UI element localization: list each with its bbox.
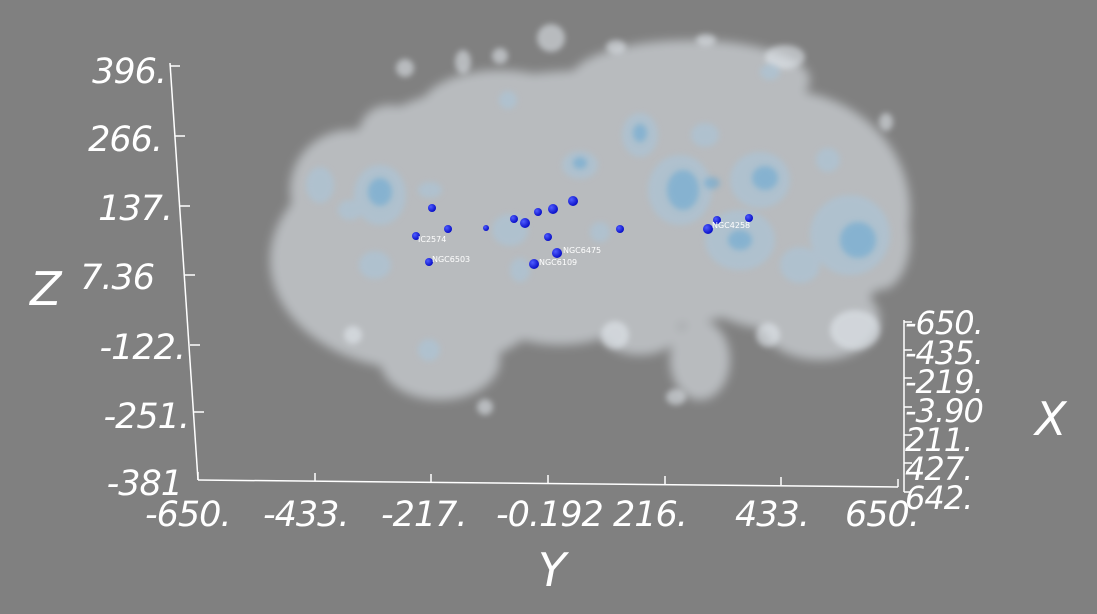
galaxy-marker[interactable] bbox=[745, 214, 753, 222]
galaxy-marker[interactable] bbox=[412, 232, 420, 240]
galaxy-marker[interactable] bbox=[428, 204, 436, 212]
y-axis-title: Y bbox=[538, 543, 567, 597]
galaxy-marker[interactable] bbox=[520, 218, 530, 228]
galaxy-marker[interactable] bbox=[425, 258, 433, 266]
axes-frame bbox=[169, 62, 912, 493]
galaxy-marker[interactable] bbox=[713, 216, 721, 224]
x-tick-label: 211. bbox=[905, 421, 973, 459]
galaxy-marker[interactable] bbox=[444, 225, 452, 233]
galaxy-marker[interactable] bbox=[616, 225, 624, 233]
x-axis-title: X bbox=[1035, 392, 1067, 446]
z-tick-label: 7.36 bbox=[80, 258, 155, 298]
x-tick-label: -435. bbox=[905, 334, 984, 372]
galaxy-marker[interactable] bbox=[548, 204, 558, 214]
z-tick-label: -122. bbox=[99, 328, 186, 368]
z-tick-label: 137. bbox=[98, 189, 173, 229]
y-tick-label: 216. bbox=[613, 495, 688, 535]
galaxy-label: NGC6109 bbox=[539, 258, 578, 267]
x-tick-label: 427. bbox=[905, 450, 973, 488]
z-tick-label: -381 bbox=[106, 464, 183, 504]
z-tick-label: 396. bbox=[92, 52, 167, 92]
x-tick-label: -3.90 bbox=[905, 392, 984, 430]
y-tick-label: 433. bbox=[735, 495, 810, 535]
y-tick-label: -0.192 bbox=[496, 495, 604, 535]
x-tick-label: 642. bbox=[905, 479, 973, 517]
z-axis-line bbox=[169, 62, 199, 481]
x-tick-label: -650. bbox=[905, 304, 984, 342]
z-tick-label: 266. bbox=[88, 120, 163, 160]
galaxy-label: NGC6475 bbox=[563, 246, 602, 255]
galaxy-marker[interactable] bbox=[534, 208, 542, 216]
galaxy-label: NGC6503 bbox=[432, 255, 471, 264]
z-axis-title: Z bbox=[30, 262, 62, 316]
galaxy-marker[interactable] bbox=[544, 233, 552, 241]
z-axis-ticks bbox=[170, 65, 204, 413]
y-axis-line bbox=[197, 479, 899, 488]
x-tick-label: -219. bbox=[905, 363, 984, 401]
x-axis-ticks bbox=[904, 321, 912, 493]
galaxy-marker[interactable] bbox=[552, 248, 562, 258]
y-tick-label: -433. bbox=[263, 495, 350, 535]
galaxy-label: NGC4258 bbox=[712, 221, 751, 230]
galaxy-marker[interactable] bbox=[703, 224, 713, 234]
y-tick-label: -217. bbox=[381, 495, 468, 535]
galaxy-marker[interactable] bbox=[510, 215, 518, 223]
galaxy-marker[interactable] bbox=[529, 259, 539, 269]
y-tick-label: 650. bbox=[845, 495, 920, 535]
galaxy-marker[interactable] bbox=[568, 196, 578, 206]
z-tick-label: -251. bbox=[103, 397, 190, 437]
galaxy-marker[interactable] bbox=[483, 225, 489, 231]
galaxy-label: IC2574 bbox=[418, 235, 447, 244]
inner-density-core bbox=[368, 124, 876, 258]
outlying-blobs bbox=[344, 24, 893, 415]
y-axis-ticks bbox=[197, 472, 899, 487]
y-tick-label: -650. bbox=[145, 495, 232, 535]
galaxy-markers bbox=[412, 196, 753, 269]
